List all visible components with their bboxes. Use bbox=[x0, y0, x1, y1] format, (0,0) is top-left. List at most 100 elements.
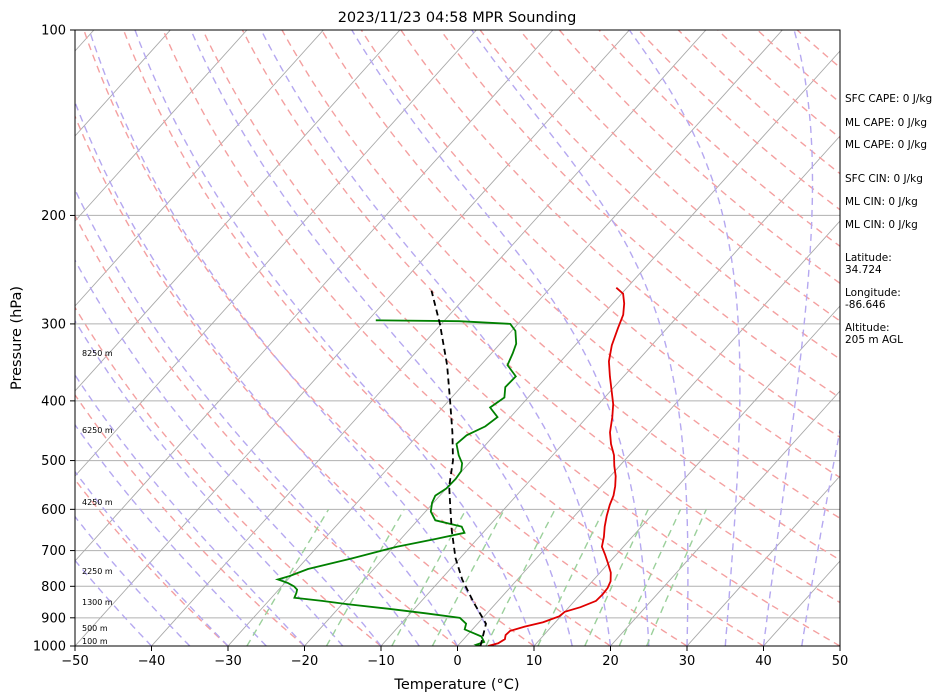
isotherm-line bbox=[75, 30, 630, 646]
side-info-line: Longitude: bbox=[845, 287, 901, 299]
dry-adiabat-line bbox=[75, 478, 229, 646]
isotherm-line bbox=[75, 30, 324, 307]
height-label: 6250 m bbox=[82, 426, 113, 435]
moist-adiabat-line bbox=[75, 319, 344, 646]
dry-adiabat-line bbox=[519, 30, 840, 322]
dry-adiabat-line bbox=[162, 30, 764, 646]
x-tick-label: 40 bbox=[755, 654, 772, 669]
moist-adiabat-line bbox=[75, 100, 459, 646]
x-axis-label: Temperature (°C) bbox=[393, 677, 519, 693]
x-tick-label: 50 bbox=[832, 654, 849, 669]
isotherm-line bbox=[304, 50, 840, 646]
height-label: 2250 m bbox=[82, 567, 113, 576]
isotherm-line bbox=[380, 135, 840, 646]
isotherm-line bbox=[75, 30, 248, 222]
parcel-profile bbox=[430, 290, 487, 646]
moist-adiabat-line bbox=[88, 30, 497, 646]
mixing-ratio-line bbox=[485, 508, 556, 646]
dewpoint-profile bbox=[274, 319, 518, 646]
isotherm-line bbox=[227, 30, 783, 646]
dry-adiabat-line bbox=[360, 30, 840, 479]
mixing-ratio-line bbox=[391, 508, 467, 646]
moist-adiabat-line bbox=[190, 30, 573, 646]
dry-adiabat-line bbox=[321, 30, 840, 520]
isotherm-line bbox=[151, 30, 707, 646]
height-label: 1300 m bbox=[82, 598, 113, 607]
moist-adiabat-line bbox=[75, 373, 306, 646]
moist-adiabat-line bbox=[351, 30, 650, 646]
isotherm-line bbox=[75, 30, 171, 137]
dry-adiabat-line bbox=[202, 30, 840, 646]
dry-adiabat-line bbox=[83, 30, 611, 646]
side-info-line: ML CAPE: 0 J/kg bbox=[845, 139, 927, 151]
x-tick-label: 20 bbox=[602, 654, 619, 669]
moist-adiabat-line bbox=[75, 423, 267, 646]
x-tick-label: −10 bbox=[367, 654, 394, 669]
ticks-layer: −50 −40 −30 −20 −10 0 10 20 30 40 50 100 200 300 400 50… bbox=[33, 24, 848, 670]
height-labels: 8250 m 6250 m 4250 m 2250 m 1300 m 500 m 100 m bbox=[82, 349, 113, 646]
mixing-ratio-line bbox=[246, 508, 330, 646]
data-layer bbox=[274, 287, 626, 646]
mixing-ratio-line bbox=[325, 508, 405, 646]
mixing-ratio-line bbox=[645, 509, 707, 646]
dry-adiabat-line bbox=[122, 30, 688, 646]
y-axis-label: Pressure (hPa) bbox=[9, 286, 25, 390]
y-tick-label: 300 bbox=[41, 317, 66, 332]
isotherm-line bbox=[75, 30, 554, 562]
x-tick-label: −30 bbox=[214, 654, 241, 669]
mixing-ratio-line bbox=[537, 508, 605, 646]
x-tick-label: 0 bbox=[453, 654, 461, 669]
x-tick-label: −40 bbox=[138, 654, 165, 669]
isotherm-line bbox=[75, 30, 477, 477]
isotherm-line bbox=[533, 305, 840, 646]
dry-adiabat-line bbox=[281, 30, 840, 561]
side-info-line: -86.646 bbox=[845, 299, 886, 311]
x-tick-label: 30 bbox=[679, 654, 696, 669]
grid-layer bbox=[75, 30, 840, 646]
side-info-line: SFC CAPE: 0 J/kg bbox=[845, 93, 932, 105]
y-tick-label: 800 bbox=[41, 580, 66, 595]
x-tick-label: −20 bbox=[291, 654, 318, 669]
moist-adiabat-line bbox=[762, 30, 814, 646]
isotherm-line bbox=[610, 390, 840, 646]
y-tick-label: 900 bbox=[41, 611, 66, 626]
moist-adiabat-line bbox=[471, 30, 689, 646]
moist-adiabat-line bbox=[75, 470, 229, 646]
side-info-line: ML CAPE: 0 J/kg bbox=[845, 117, 927, 129]
side-info-line: ML CIN: 0 J/kg bbox=[845, 219, 918, 231]
mixing-ratio-line bbox=[584, 509, 649, 646]
dry-adiabat-line bbox=[75, 214, 458, 646]
y-tick-label: 500 bbox=[41, 454, 66, 469]
height-label: 4250 m bbox=[82, 498, 113, 507]
y-tick-label: 1000 bbox=[33, 640, 66, 655]
dry-adiabat-line bbox=[75, 114, 535, 646]
height-label: 500 m bbox=[82, 624, 108, 633]
y-tick-label: 600 bbox=[41, 503, 66, 518]
dry-adiabat-line bbox=[558, 30, 840, 285]
y-tick-label: 100 bbox=[41, 24, 66, 39]
moist-adiabat-line bbox=[628, 30, 741, 646]
plot-background bbox=[75, 30, 840, 646]
side-info-line: Altitude: bbox=[845, 322, 890, 334]
temperature-profile bbox=[487, 287, 626, 646]
height-label: 8250 m bbox=[82, 349, 113, 358]
isotherm-line bbox=[75, 30, 401, 392]
mixing-ratio-line bbox=[618, 509, 682, 646]
side-info-line: 205 m AGL bbox=[845, 334, 903, 346]
side-info-panel: SFC CAPE: 0 J/kg ML CAPE: 0 J/kg ML CAPE: … bbox=[845, 93, 932, 346]
side-info-line: 34.724 bbox=[845, 264, 882, 276]
y-tick-label: 400 bbox=[41, 394, 66, 409]
moist-adiabat-line bbox=[801, 426, 840, 646]
isotherm-line bbox=[457, 220, 840, 646]
y-tick-label: 700 bbox=[41, 544, 66, 559]
dry-adiabat-line bbox=[75, 393, 305, 646]
y-tick-label: 200 bbox=[41, 209, 66, 224]
side-info-line: ML CIN: 0 J/kg bbox=[845, 196, 918, 208]
side-info-line: SFC CIN: 0 J/kg bbox=[845, 173, 923, 185]
side-info-line: Latitude: bbox=[845, 252, 892, 264]
moist-adiabat-line bbox=[75, 187, 420, 646]
dry-adiabat-line bbox=[241, 30, 840, 604]
x-tick-label: −50 bbox=[61, 654, 88, 669]
dry-adiabat-line bbox=[479, 30, 840, 360]
